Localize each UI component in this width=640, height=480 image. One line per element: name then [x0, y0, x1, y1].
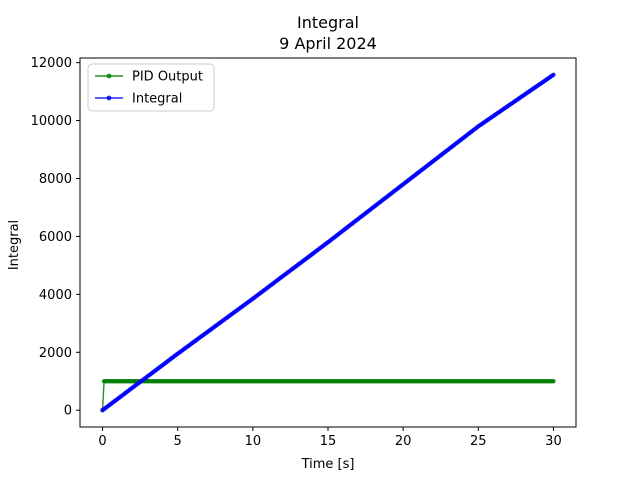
pid-output-line [101, 380, 554, 411]
y-tick-label: 2000 [39, 346, 72, 361]
chart-subtitle: 9 April 2024 [279, 34, 377, 53]
plot-area: 0 5 10 15 20 25 30 0 2000 4000 6000 8000 10000 12000 [31, 56, 577, 449]
x-tick-label: 5 [174, 434, 182, 449]
x-tick-label: 15 [320, 434, 337, 449]
legend-pid-output-label: PID Output [132, 70, 203, 85]
legend-integral-label: Integral [132, 92, 182, 107]
integral-point [551, 72, 556, 78]
y-tick-label: 10000 [31, 114, 72, 129]
legend-pid-output-marker [106, 73, 112, 79]
chart-title: Integral [297, 13, 359, 32]
x-tick-label: 30 [545, 434, 562, 449]
x-tick-label: 10 [245, 434, 262, 449]
y-tick-label: 4000 [39, 288, 72, 303]
pid-output-point [551, 379, 556, 384]
x-tick-label: 20 [395, 434, 412, 449]
y-axis-label: Integral [7, 220, 22, 270]
x-tick-label: 25 [470, 434, 487, 449]
x-tick-label: 0 [98, 434, 106, 449]
x-axis-label: Time [s] [301, 457, 355, 472]
legend: PID Output Integral [87, 63, 215, 112]
y-tick-label: 0 [64, 404, 72, 419]
legend-integral-marker [106, 95, 112, 101]
y-tick-label: 12000 [31, 56, 72, 71]
y-tick-label: 6000 [39, 230, 72, 245]
y-tick-label: 8000 [39, 172, 72, 187]
